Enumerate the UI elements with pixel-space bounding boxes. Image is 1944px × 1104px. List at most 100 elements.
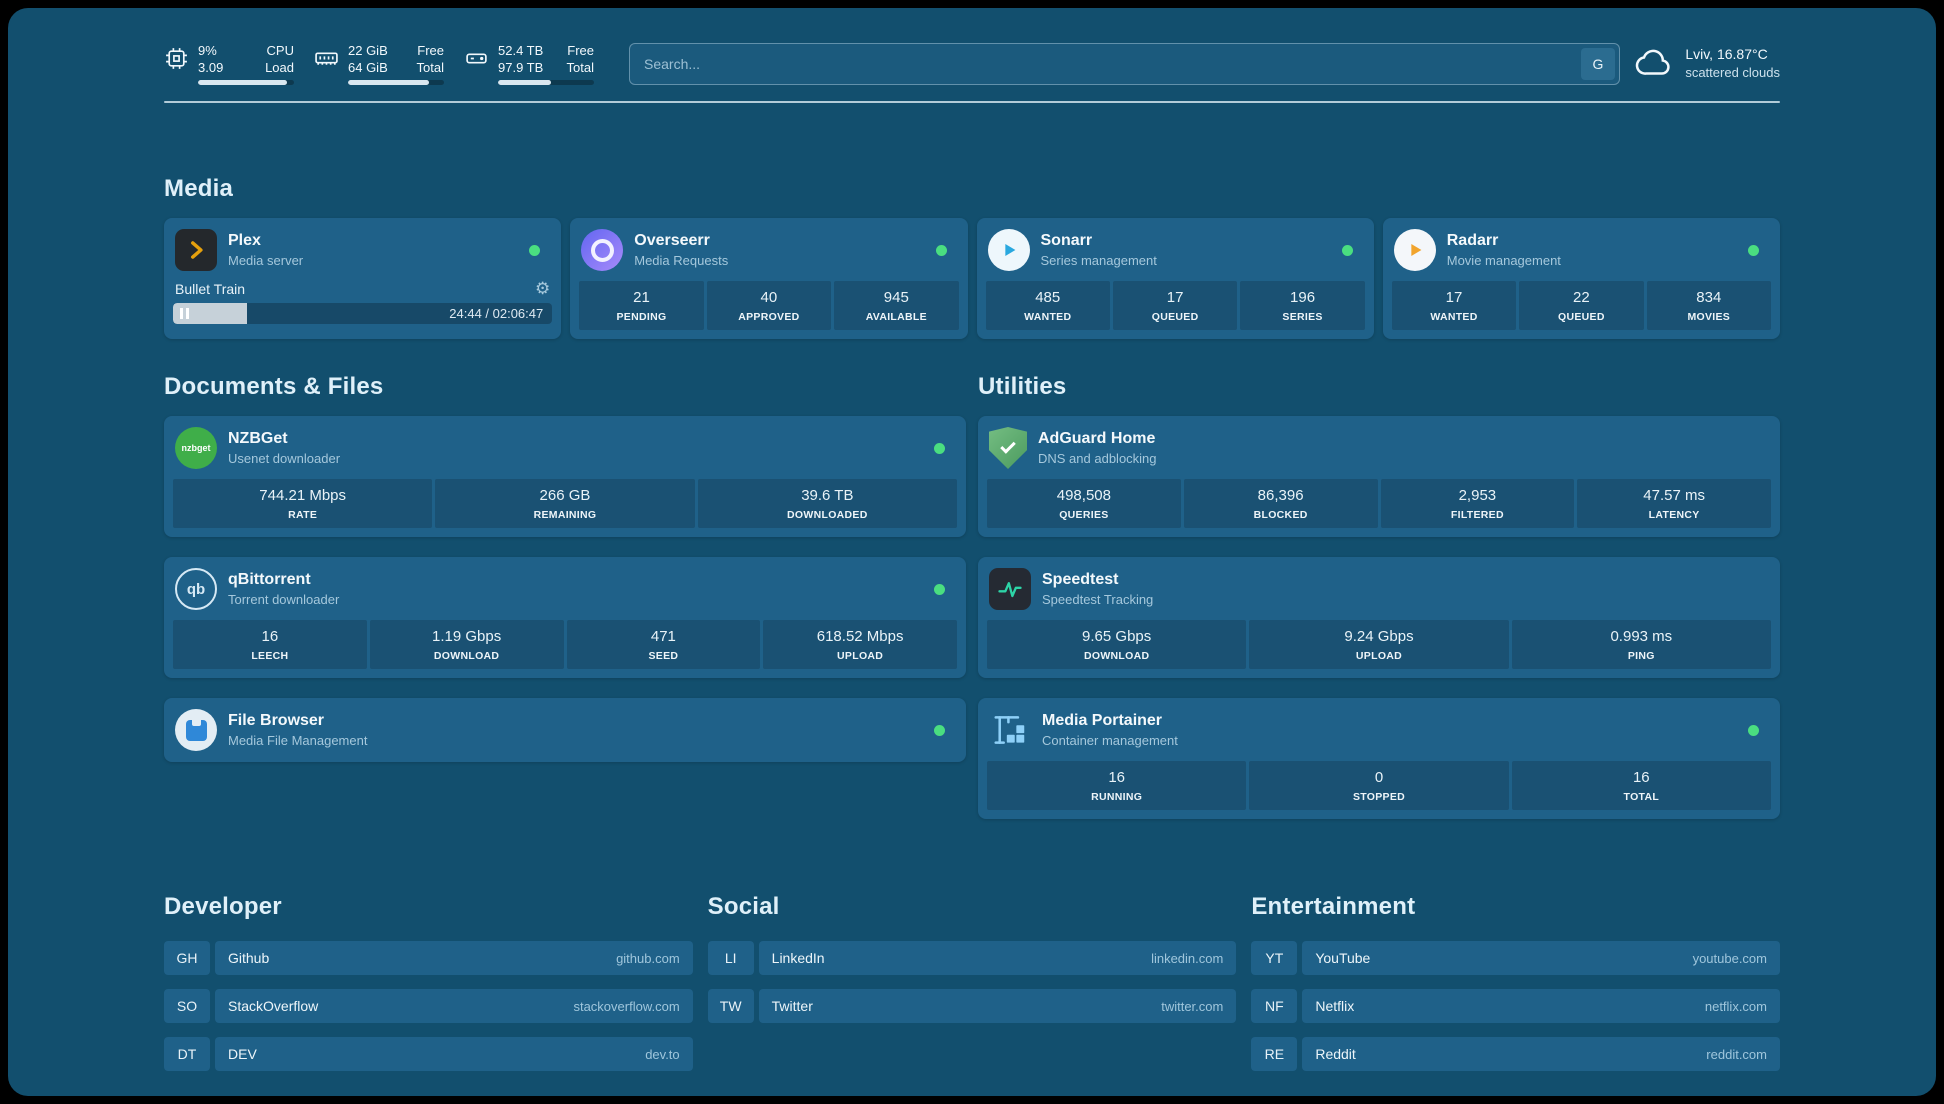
bookmark-linkedin: LI LinkedIn linkedin.com: [707, 941, 1237, 975]
bookmark-link[interactable]: Reddit reddit.com: [1302, 1037, 1780, 1071]
service-name: Plex: [228, 232, 261, 249]
service-name: File Browser: [228, 712, 325, 729]
service-card-plex[interactable]: Plex Media server Bullet Train ⚙ 24:44 /…: [164, 218, 562, 339]
plex-icon: [175, 229, 217, 271]
bookmark-reddit: RE Reddit reddit.com: [1251, 1037, 1780, 1071]
service-name: NZBGet: [228, 430, 288, 447]
stat-ping: 0.993 ms PING: [1511, 620, 1771, 669]
stat-blocked: 86,396 BLOCKED: [1183, 479, 1378, 528]
section-title-developer: Developer: [164, 893, 282, 920]
bookmark-stackoverflow: SO StackOverflow stackoverflow.com: [164, 989, 693, 1023]
bookmark-abbr[interactable]: NF: [1251, 989, 1298, 1023]
section-title-utilities: Utilities: [978, 373, 1067, 400]
top-bar: 9% CPU 3.09 Load: [164, 8, 1780, 85]
cpu-widget: 9% CPU 3.09 Load: [164, 42, 294, 85]
memory-total-value: 64 GiB: [348, 60, 388, 75]
service-desc: Usenet downloader: [228, 451, 341, 466]
stat-queued: 17 QUEUED: [1112, 281, 1238, 330]
overseerr-icon: [581, 229, 624, 271]
weather-widget: Lviv, 16.87°C scattered clouds: [1634, 44, 1780, 83]
bookmark-link[interactable]: DEV dev.to: [215, 1037, 693, 1071]
stat-download: 9.65 Gbps DOWNLOAD: [987, 620, 1247, 669]
search-provider-button[interactable]: G: [1581, 47, 1615, 80]
service-card-nzbget[interactable]: nzbget NZBGet Usenet downloader 744.21 M…: [164, 416, 966, 537]
service-name: AdGuard Home: [1038, 430, 1156, 447]
cpu-load-label: Load: [265, 60, 294, 75]
weather-location: Lviv, 16.87°C: [1685, 46, 1768, 62]
cpu-usage-label: CPU: [266, 43, 294, 58]
section-title-entertainment: Entertainment: [1251, 893, 1416, 920]
section-title-documents: Documents & Files: [164, 373, 384, 400]
playback-time: 24:44 / 02:06:47: [449, 306, 544, 321]
search-input[interactable]: [630, 43, 1619, 84]
bookmark-abbr[interactable]: YT: [1251, 941, 1298, 975]
service-card-portainer[interactable]: Media Portainer Container management 16 …: [978, 698, 1780, 819]
radarr-icon: [1393, 229, 1436, 271]
bookmark-abbr[interactable]: GH: [164, 941, 210, 975]
bookmark-link[interactable]: YouTube youtube.com: [1302, 941, 1780, 975]
cpu-load-value: 3.09: [198, 60, 224, 75]
service-name: Overseerr: [634, 232, 710, 249]
status-dot: [935, 244, 947, 256]
service-card-radarr[interactable]: Radarr Movie management 17 WANTED 22 QUE…: [1382, 218, 1780, 339]
service-name: Speedtest: [1042, 571, 1119, 588]
disk-total-label: Total: [566, 60, 594, 75]
cloud-icon: [1634, 44, 1674, 83]
bookmark-link[interactable]: Github github.com: [215, 941, 693, 975]
service-desc: DNS and adblocking: [1038, 451, 1157, 466]
bookmark-abbr[interactable]: RE: [1251, 1037, 1298, 1071]
gear-icon[interactable]: ⚙: [535, 279, 551, 298]
service-card-qbittorrent[interactable]: qb qBittorrent Torrent downloader 16 LEE…: [164, 557, 966, 678]
bookmark-link[interactable]: Netflix netflix.com: [1302, 989, 1780, 1023]
stat-wanted: 485 WANTED: [985, 281, 1110, 330]
stat-total: 16 TOTAL: [1511, 761, 1771, 810]
stat-downloaded: 39.6 TB DOWNLOADED: [697, 479, 957, 528]
speedtest-icon: [989, 568, 1031, 610]
qbittorrent-icon: qb: [175, 568, 217, 610]
stat-download: 1.19 Gbps DOWNLOAD: [369, 620, 564, 669]
pause-icon[interactable]: [180, 308, 189, 319]
sonarr-icon: [987, 229, 1030, 271]
status-dot: [934, 724, 945, 736]
service-desc: Speedtest Tracking: [1042, 592, 1154, 607]
service-card-overseerr[interactable]: Overseerr Media Requests 21 PENDING 40 A…: [570, 218, 968, 339]
bookmark-netflix: NF Netflix netflix.com: [1251, 989, 1780, 1023]
memory-total-label: Total: [416, 60, 444, 75]
nzbget-icon: nzbget: [175, 427, 217, 469]
service-desc: Media Requests: [634, 253, 729, 268]
bookmark-link[interactable]: Twitter twitter.com: [758, 989, 1237, 1023]
status-dot: [934, 583, 945, 595]
stat-queued: 22 QUEUED: [1519, 281, 1644, 330]
bookmark-abbr[interactable]: SO: [164, 989, 210, 1023]
service-desc: Media server: [228, 253, 304, 268]
bookmark-github: GH Github github.com: [164, 941, 693, 975]
bookmark-abbr[interactable]: LI: [707, 941, 754, 975]
stat-queries: 498,508 QUERIES: [987, 479, 1181, 528]
service-name: Sonarr: [1040, 232, 1093, 249]
service-card-filebrowser[interactable]: File Browser Media File Management: [164, 698, 966, 762]
bookmark-dev: DT DEV dev.to: [164, 1037, 693, 1071]
dashboard-surface: 9% CPU 3.09 Load: [8, 8, 1936, 1096]
stat-wanted: 17 WANTED: [1391, 281, 1517, 330]
service-desc: Media File Management: [228, 733, 368, 748]
stat-upload: 618.52 Mbps UPLOAD: [763, 620, 957, 669]
service-card-adguard[interactable]: AdGuard Home DNS and adblocking 498,508 …: [978, 416, 1780, 537]
stat-leech: 16 LEECH: [173, 620, 367, 669]
stat-seed: 471 SEED: [566, 620, 761, 669]
portainer-icon: [989, 709, 1031, 751]
service-card-speedtest[interactable]: Speedtest Speedtest Tracking 9.65 Gbps D…: [978, 557, 1780, 678]
stat-series: 196 SERIES: [1240, 281, 1365, 330]
now-playing-title: Bullet Train: [175, 280, 246, 297]
bookmark-link[interactable]: LinkedIn linkedin.com: [758, 941, 1237, 975]
service-name: Radarr: [1446, 232, 1499, 249]
status-dot: [1748, 724, 1759, 736]
service-name: Media Portainer: [1042, 712, 1163, 729]
stat-rate: 744.21 Mbps RATE: [173, 479, 433, 528]
service-desc: Series management: [1040, 253, 1157, 268]
service-card-sonarr[interactable]: Sonarr Series management 485 WANTED 17 Q…: [976, 218, 1374, 339]
bookmark-abbr[interactable]: DT: [164, 1037, 210, 1071]
adguard-icon: [989, 427, 1027, 469]
bookmark-link[interactable]: StackOverflow stackoverflow.com: [215, 989, 693, 1023]
bookmark-abbr[interactable]: TW: [707, 989, 754, 1023]
